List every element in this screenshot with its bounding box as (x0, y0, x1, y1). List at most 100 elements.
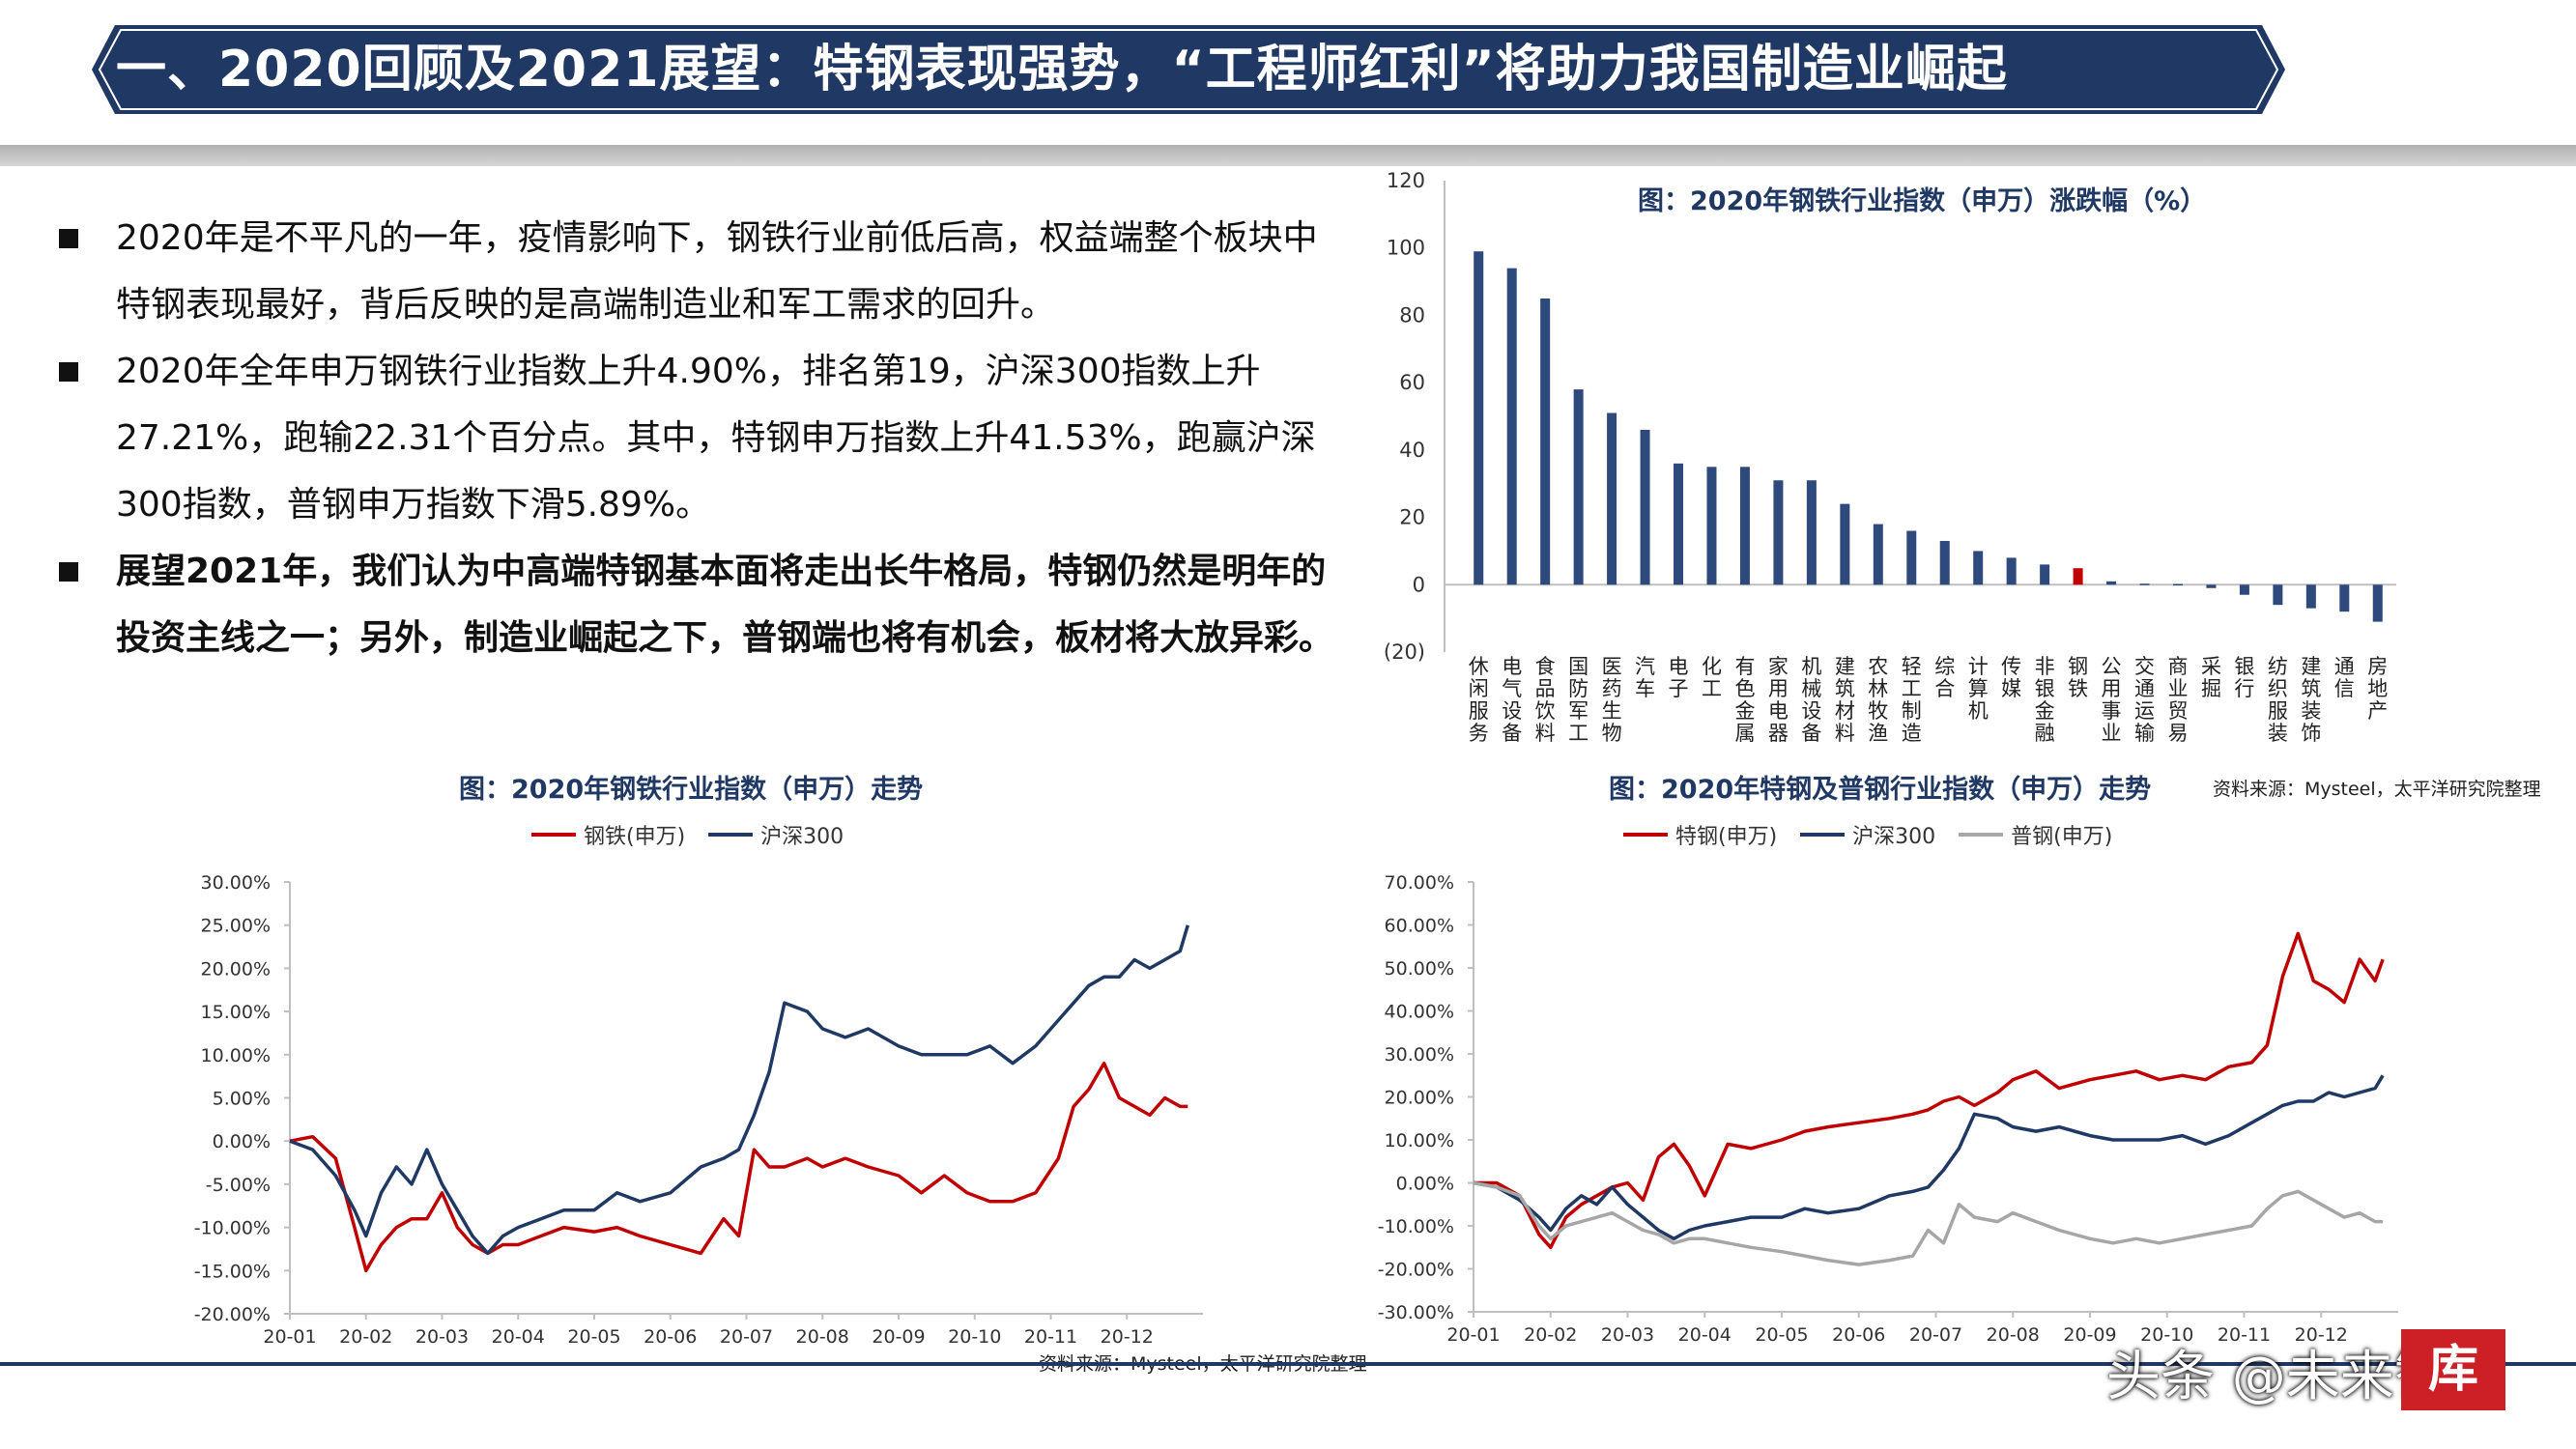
page-title: 一、2020回顾及2021展望：特钢表现强势，“工程师红利”将助力我国制造业崛起 (116, 41, 2008, 99)
bar-category-label: 传媒 (2001, 655, 2021, 700)
bar-家用电器 (1773, 480, 1784, 585)
x-tick-label: 20-11 (1024, 1326, 1077, 1348)
bar-通信 (2339, 584, 2350, 612)
y-tick-label: 70.00% (1385, 872, 1454, 894)
bar-休闲服务 (1474, 251, 1484, 585)
y-tick-label: 10.00% (1385, 1130, 1454, 1151)
x-tick-label: 20-09 (872, 1326, 925, 1348)
bar-建筑材料 (1840, 503, 1850, 585)
x-tick-label: 20-05 (1755, 1324, 1808, 1346)
y-tick-label: 0.00% (213, 1131, 271, 1152)
legend-label-hs300-right: 沪深300 (1852, 825, 1936, 849)
x-tick-label: 20-02 (339, 1326, 392, 1348)
bar-传媒 (2006, 557, 2017, 585)
bar-机械设备 (1806, 480, 1817, 585)
x-tick-label: 20-05 (567, 1326, 620, 1348)
y-tick-label: 15.00% (201, 1002, 271, 1023)
bullet-square-icon (59, 362, 78, 382)
y-tick-label: -5.00% (206, 1175, 271, 1196)
bar-y-tick-label: 60 (1399, 371, 1425, 394)
bar-电子 (1674, 463, 1684, 585)
bar-计算机 (1973, 551, 1984, 585)
bar-category-label: 农林牧渔 (1868, 655, 1888, 745)
bar-非银金融 (2040, 564, 2050, 585)
title-banner-shape (92, 25, 2285, 114)
bar-化工 (1706, 467, 1717, 585)
legend-item-hs300: 沪深300 (708, 819, 844, 850)
x-tick-label: 20-01 (1446, 1324, 1500, 1346)
watermark-seal: 库 (2401, 1329, 2505, 1410)
x-tick-label: 20-01 (263, 1326, 316, 1348)
bar-y-tick-label: 0 (1413, 573, 1425, 596)
x-tick-label: 20-09 (2063, 1324, 2116, 1346)
y-tick-label: -15.00% (194, 1261, 271, 1282)
bar-category-label: 汽车 (1635, 655, 1655, 700)
bar-公用事业 (2106, 581, 2117, 585)
bar-category-label: 交通运输 (2134, 655, 2155, 745)
legend-label-steel: 钢铁(申万) (584, 825, 686, 849)
bar-汽车 (1640, 429, 1650, 585)
y-tick-label: 30.00% (201, 872, 271, 894)
bullet-list: 2020年是不平凡的一年，疫情影响下，钢铁行业前低后高，权益端整个板块中特钢表现… (53, 205, 1338, 671)
x-tick-label: 20-04 (1678, 1324, 1732, 1346)
bar-y-tick-label: 120 (1387, 169, 1425, 192)
series-line-0 (289, 1061, 1188, 1273)
y-tick-label: 30.00% (1385, 1044, 1454, 1065)
bar-轻工制造 (1906, 530, 1917, 585)
y-tick-label: 20.00% (201, 958, 271, 980)
bar-category-label: 商业贸易 (2167, 655, 2188, 745)
bar-y-tick-label: 100 (1387, 237, 1425, 260)
bar-category-label: 纺织服装 (2268, 655, 2288, 745)
bar-有色金属 (1739, 467, 1750, 585)
bar-房地产 (2372, 584, 2383, 622)
y-tick-label: 40.00% (1385, 1002, 1454, 1023)
bar-钢铁 (2073, 568, 2083, 585)
y-tick-label: 50.00% (1385, 958, 1454, 980)
series-line-0 (1474, 931, 2385, 1250)
left-line-chart-legend: 钢铁(申万) 沪深300 (531, 819, 844, 850)
bullet-item-2: 2020年全年申万钢铁行业指数上升4.90%，排名第19，沪深300指数上升27… (53, 338, 1338, 538)
bar-category-label: 电气设备 (1502, 655, 1522, 745)
bar-农林牧渔 (1873, 524, 1883, 585)
bar-category-label: 休闲服务 (1469, 655, 1489, 745)
x-tick-label: 20-10 (948, 1326, 1001, 1348)
legend-item-hs300-right: 沪深300 (1800, 819, 1935, 850)
bar-chart-title: 图：2020年钢铁行业指数（申万）涨跌幅（%） (1638, 186, 2207, 216)
y-tick-label: -10.00% (194, 1218, 271, 1239)
bar-医药生物 (1607, 412, 1617, 585)
x-tick-label: 20-06 (644, 1326, 697, 1348)
x-tick-label: 20-04 (492, 1326, 545, 1348)
bar-category-label: 建筑材料 (1835, 655, 1855, 745)
bar-category-label: 综合 (1934, 655, 1955, 700)
y-tick-label: 20.00% (1385, 1088, 1454, 1109)
bar-category-label: 电子 (1669, 655, 1689, 700)
bar-category-label: 家用电器 (1768, 655, 1789, 745)
bar-category-label: 公用事业 (2102, 655, 2122, 745)
footer-divider (0, 1362, 2576, 1366)
y-tick-label: 10.00% (201, 1045, 271, 1066)
y-tick-label: 0.00% (1396, 1174, 1454, 1195)
legend-item-common-steel: 普钢(申万) (1959, 819, 2112, 850)
bar-交通运输 (2139, 583, 2150, 585)
bar-category-label: 通信 (2334, 655, 2355, 700)
left-line-chart: 30.00% 25.00% 20.00% 15.00% 10.00% 5.00% 0.00%… (194, 872, 1203, 1348)
bar-建筑装饰 (2305, 584, 2316, 609)
y-tick-label: 5.00% (213, 1089, 271, 1110)
bar-电气设备 (1506, 268, 1517, 585)
bullet-text-1: 2020年是不平凡的一年，疫情影响下，钢铁行业前低后高，权益端整个板块中特钢表现… (116, 218, 1318, 325)
bullet-text-2: 2020年全年申万钢铁行业指数上升4.90%，排名第19，沪深300指数上升27… (116, 352, 1316, 525)
x-tick-label: 20-03 (1601, 1324, 1654, 1346)
bar-y-tick-label: (20) (1384, 640, 1425, 664)
y-tick-label: -20.00% (1378, 1260, 1454, 1281)
bar-y-tick-label: 20 (1399, 506, 1425, 529)
legend-item-special-steel: 特钢(申万) (1623, 819, 1777, 850)
y-tick-label: 60.00% (1385, 916, 1454, 937)
y-tick-label: -30.00% (1378, 1302, 1454, 1323)
y-tick-label: -10.00% (1378, 1216, 1454, 1237)
right-line-chart-title: 图：2020年特钢及普钢行业指数（申万）走势 (1609, 775, 2152, 805)
bullet-item-3: 展望2021年，我们认为中高端特钢基本面将走出长牛格局，特钢仍然是明年的投资主线… (53, 538, 1338, 671)
bar-category-label: 钢铁 (2068, 655, 2088, 700)
series-line-1 (289, 924, 1189, 1256)
x-tick-label: 20-08 (1987, 1324, 2040, 1346)
bar-category-label: 房地产 (2367, 655, 2388, 723)
